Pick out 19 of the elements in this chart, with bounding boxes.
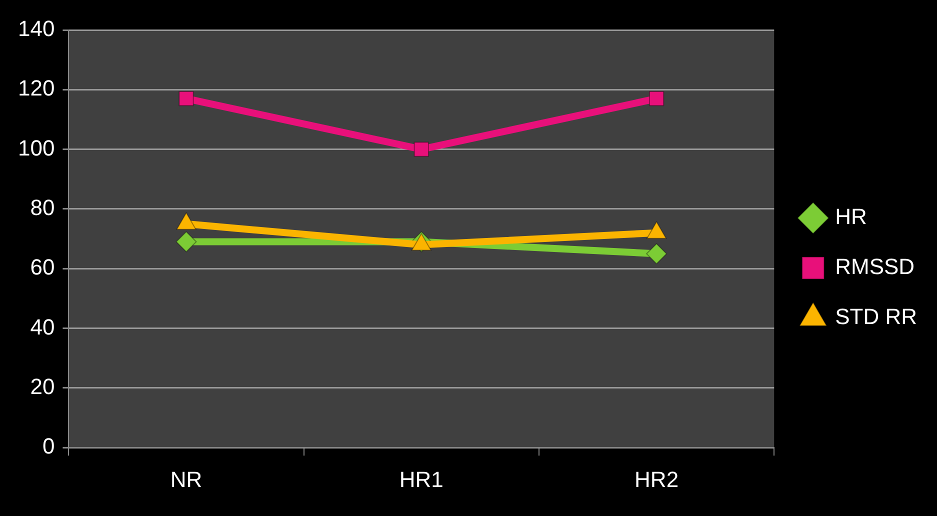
- y-tick-label: 140: [18, 16, 55, 42]
- y-tick-label: 120: [18, 76, 55, 101]
- legend-label: STD RR: [835, 304, 918, 330]
- y-tick-label: 20: [30, 374, 55, 400]
- point: [178, 91, 194, 106]
- x-tick-label: HR1: [399, 466, 444, 492]
- y-tick-label: 0: [42, 434, 55, 459]
- point: [176, 231, 197, 252]
- point: [648, 91, 664, 106]
- y-tick-label: 80: [30, 195, 55, 220]
- point: [414, 142, 429, 157]
- legend-label: HR: [835, 204, 867, 230]
- point: [646, 243, 668, 264]
- y-tick-label: 60: [30, 254, 55, 280]
- x-tick-label: NR: [170, 466, 202, 492]
- y-tick-label: 40: [30, 314, 55, 340]
- y-tick-label: 100: [18, 135, 55, 160]
- x-tick-label: HR2: [634, 466, 679, 492]
- legend-label: RMSSD: [835, 254, 915, 280]
